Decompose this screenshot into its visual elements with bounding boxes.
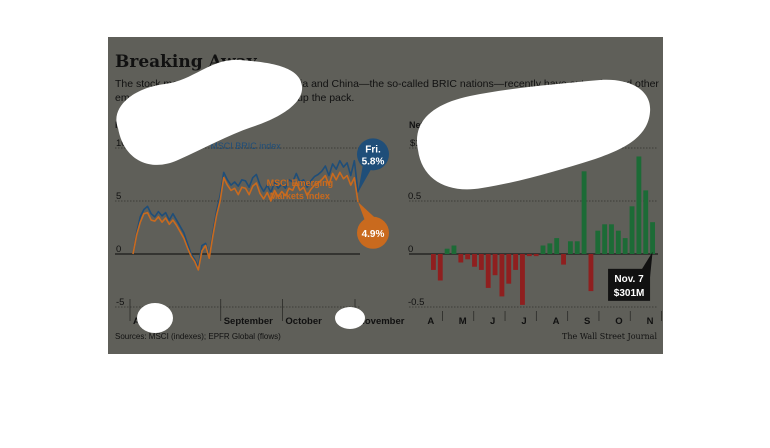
- right-x-tick-label: A: [427, 316, 434, 327]
- right-x-tick-label: O: [615, 316, 622, 327]
- left-y-tick-label: 0: [116, 244, 121, 255]
- inflow-bar: [609, 224, 614, 254]
- bric-callout-label: Fri.: [365, 144, 381, 155]
- outflow-bar: [478, 254, 484, 270]
- left-x-tick-label: November: [358, 316, 405, 327]
- bric-callout-pointer: [358, 164, 371, 193]
- left-y-tick-label: 10%: [116, 138, 136, 149]
- inflow-bar: [622, 238, 628, 254]
- inflow-bar: [650, 222, 655, 254]
- right-x-tick-label: J: [521, 316, 526, 327]
- outflow-bar: [437, 254, 443, 281]
- right-x-tick-label: N: [647, 316, 654, 327]
- outflow-bar: [506, 254, 512, 284]
- bric-line: [132, 159, 359, 268]
- outflow-bar: [513, 254, 519, 270]
- right-y-tick-label: 0.5: [408, 191, 421, 202]
- outflow-bar: [492, 254, 498, 276]
- outflow-bar: [533, 254, 539, 257]
- right-y-tick-label: $1.0 billion: [410, 138, 455, 149]
- inflow-bar: [540, 245, 546, 254]
- nov7-callout-box: [608, 268, 651, 301]
- outflow-bar: [499, 254, 505, 297]
- left-x-tick-label: August: [133, 316, 167, 327]
- outflow-bar: [526, 254, 532, 257]
- right-y-tick-label: 0: [408, 244, 413, 255]
- right-y-tick-label: -0.5: [408, 297, 424, 308]
- outflow-bar: [520, 254, 525, 305]
- emerging-callout-value: 4.9%: [362, 229, 385, 240]
- nov7-callout-pointer: [642, 251, 653, 277]
- outflow-bar: [431, 254, 436, 270]
- left-x-tick-label: October: [285, 316, 322, 327]
- bric-series-label: MSCI BRIC index: [210, 141, 281, 151]
- emerging-line: [132, 171, 359, 271]
- bric-callout-bubble: [357, 138, 389, 171]
- inflow-bar: [602, 224, 608, 254]
- inflow-bar: [554, 238, 560, 254]
- emerging-callout-pointer: [358, 202, 375, 221]
- inflow-bar: [451, 245, 457, 254]
- charts-svg: 10% 5 0 -5 MSCI BRIC index MSCI Emerging Marke…: [115, 138, 662, 327]
- emerging-series-label: MSCI Emerging: [267, 178, 334, 188]
- inflow-bar: [581, 171, 587, 254]
- inflow-bar: [615, 230, 621, 254]
- source-note: Sources: MSCI (indexes); EPFR Global (fl…: [115, 332, 281, 341]
- nov7-callout-label: Nov. 7: [614, 274, 644, 285]
- left-y-tick-label: -5: [116, 297, 124, 308]
- right-x-tick-label: A: [553, 316, 560, 327]
- inflow-bar: [547, 243, 553, 254]
- emerging-callout-bubble: [357, 216, 389, 249]
- inflow-bar: [567, 241, 573, 254]
- inflow-bar: [643, 190, 649, 254]
- left-x-tick-label: September: [224, 316, 273, 327]
- emerging-series-label-line2: Markets index: [270, 191, 330, 201]
- outflow-bar: [465, 254, 471, 260]
- inflow-bar: [595, 230, 601, 254]
- inflow-bar: [636, 156, 642, 254]
- inflow-bar: [629, 206, 635, 254]
- chart-panel: Breaking Away The stock markets of Brazi…: [108, 37, 663, 354]
- right-x-tick-label: M: [459, 316, 467, 327]
- bric-callout-value: 5.8%: [362, 156, 385, 167]
- outflow-bar: [472, 254, 477, 267]
- outflow-bar: [561, 254, 566, 265]
- left-y-tick-label: 5: [116, 191, 121, 202]
- credit-note: The Wall Street Journal: [562, 332, 657, 341]
- right-x-tick-label: J: [490, 316, 495, 327]
- outflow-bar: [458, 254, 464, 263]
- outflow-bar: [588, 254, 594, 292]
- outflow-bar: [485, 254, 491, 288]
- inflow-bar: [444, 248, 450, 254]
- nov7-callout-value: $301M: [614, 288, 645, 299]
- inflow-bar: [574, 241, 580, 254]
- right-x-tick-label: S: [584, 316, 590, 327]
